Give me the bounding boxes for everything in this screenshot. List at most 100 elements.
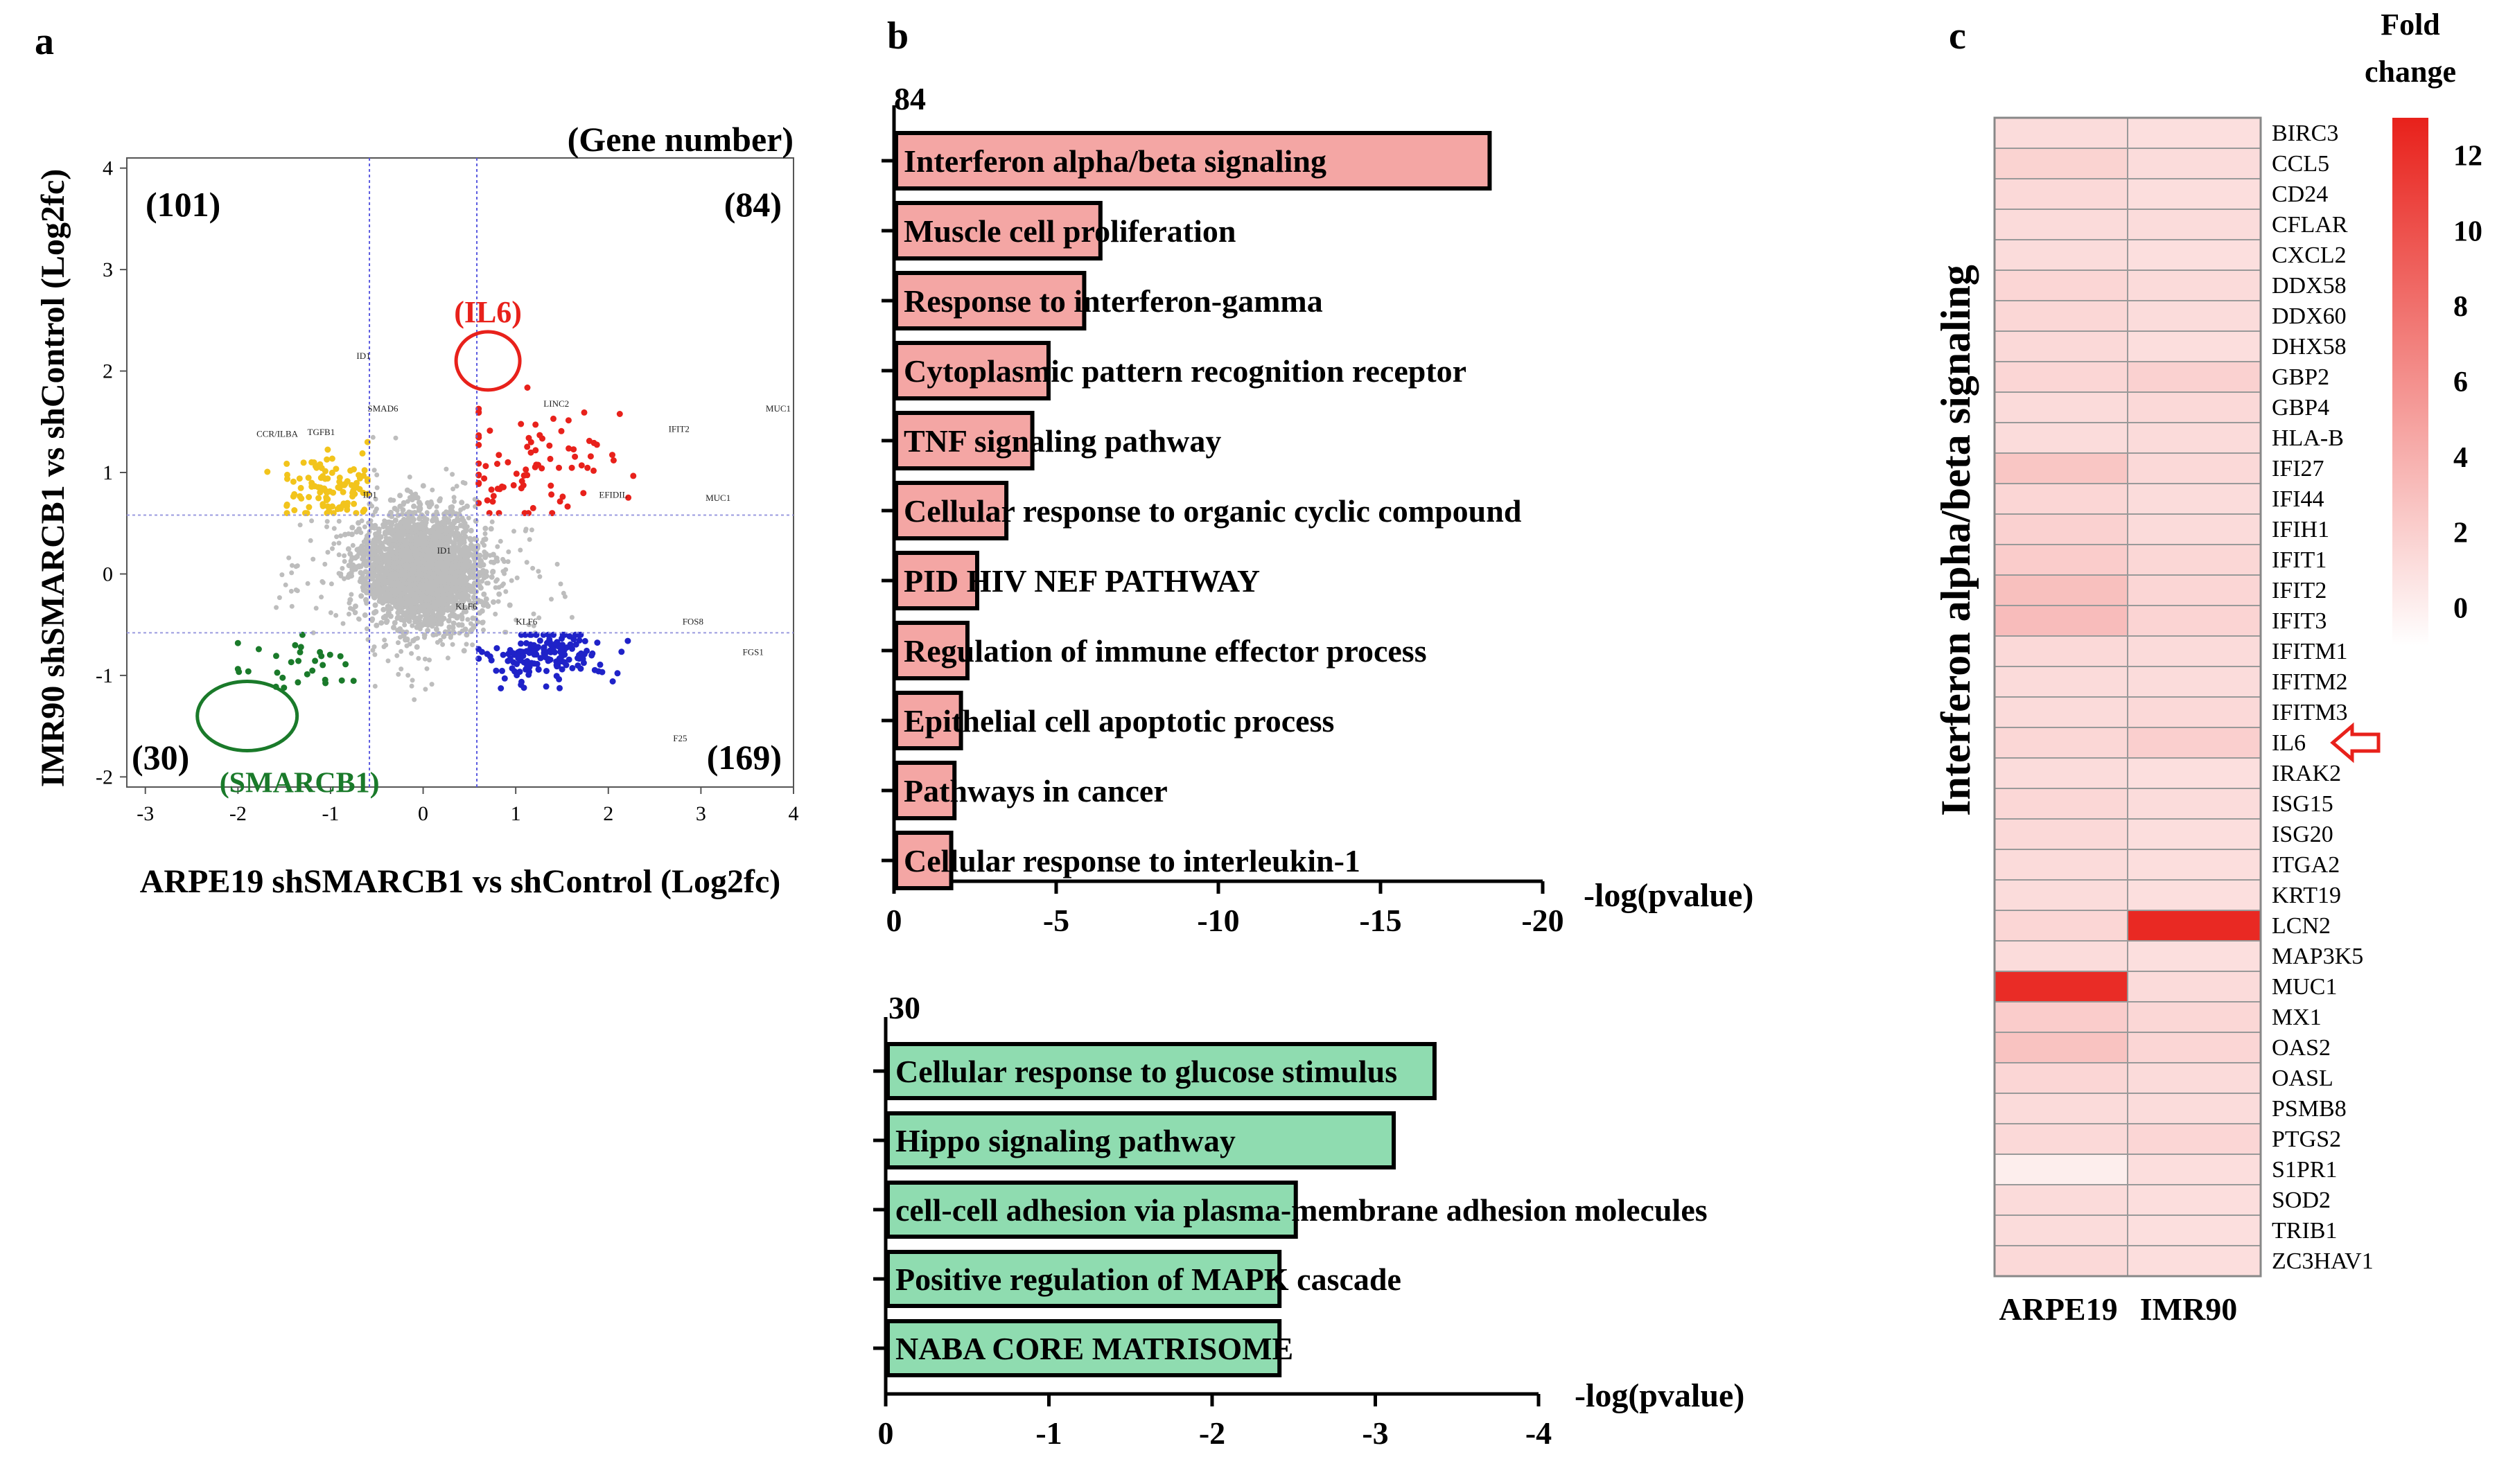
scatter-point-background [569,615,575,620]
scatter-point-background [394,573,399,578]
pathway-label: Hippo signaling pathway [895,1123,1236,1158]
il6-arrow-icon [2330,722,2381,763]
scatter-point-down-right [581,637,588,644]
scatter-point-background [453,547,457,552]
scatter-point-background [454,484,459,489]
heatmap-cell [1994,1184,2128,1216]
scatter-point-background [412,697,417,703]
scatter-point-down-left [309,667,316,674]
heatmap-row-label: DDX60 [2272,303,2347,329]
scatter-point-background [358,576,364,581]
scatter-point-background [430,571,436,576]
x-tick-label: 4 [789,802,799,825]
scatter-point-background [420,483,426,489]
colorbar-tick-label: 8 [2453,291,2468,323]
scatter-point-background [408,542,414,547]
x-tick-label: -10 [1197,903,1239,938]
heatmap-cell [2127,1123,2261,1155]
heatmap-row-label: IFITM3 [2272,700,2348,725]
heatmap-row-label: DHX58 [2272,334,2347,360]
heatmap-cell [1994,910,2128,942]
scatter-point-background [489,574,495,580]
scatter-point-background [462,520,468,526]
scatter-point-up-left [328,455,335,462]
colorbar-tick-label: 6 [2453,366,2468,398]
scatter-point-up-left [264,468,271,475]
colorbar-tick-label: 12 [2453,140,2482,172]
gene-label: MUC1 [766,403,791,414]
scatter-point-background [405,673,411,678]
scatter-point-background [394,508,400,513]
scatter-point-down-left [338,677,345,684]
scatter-point-background [336,552,342,558]
scatter-point-down-left [342,661,349,668]
scatter-point-up-left [291,507,298,513]
scatter-point-up-right [581,409,588,416]
scatter-point-background [349,556,355,562]
scatter-point-background [378,544,385,550]
scatter-point-up-left [300,459,307,466]
scatter-point-background [340,621,346,626]
scatter-point-background [495,544,500,549]
scatter-point-down-left [304,671,310,678]
scatter-point-background [363,560,369,565]
scatter-point-up-right [558,427,565,434]
scatter-point-background [452,499,457,504]
scatter-point-up-right [494,486,501,492]
scatter-point-down-right [567,641,574,648]
scatter-point-background [373,509,378,514]
heatmap-cell [2127,574,2261,606]
scatter-point-down-right [493,667,500,674]
scatter-point-background [369,504,375,509]
pathway-label: Epithelial cell apoptotic process [904,703,1334,739]
heatmap-row-label: ISG20 [2272,822,2333,847]
scatter-point-up-left [296,475,303,482]
gene-label: FOS8 [683,617,703,627]
scatter-point-background [365,626,369,632]
scatter-point-down-right [547,648,554,655]
scatter-point-background [371,468,377,473]
scatter-point-background [478,558,484,565]
scatter-point-down-right [530,642,537,648]
scatter-point-up-left [347,467,354,474]
x-tick-label: -20 [1521,903,1563,938]
scatter-point-up-left [298,495,305,502]
colorbar-tick-label: 2 [2453,518,2468,549]
y-tick-label: -2 [96,766,113,788]
scatter-point-background [473,536,479,542]
scatter-point-background [496,585,502,590]
scatter-point-background [461,648,467,654]
scatter-point-background [404,629,410,635]
scatter-point-background [484,551,489,556]
scatter-point-background [430,597,436,602]
scatter-point-background [417,507,422,513]
scatter-point-background [448,606,453,611]
scatter-point-background [373,609,379,615]
scatter-point-up-right [518,421,525,427]
smarcb1-highlight-label: (SMARCB1) [220,767,380,799]
scatter-point-background [358,570,363,576]
scatter-point-down-right [609,678,616,684]
scatter-point-background [289,570,295,576]
scatter-point-up-right [482,463,489,470]
scatter-point-up-left [336,475,343,481]
scatter-point-down-right [576,637,583,644]
scatter-point-background [490,569,496,575]
scatter-point-background [459,615,465,620]
smarcb1-highlight-circle [195,679,299,752]
scatter-point-down-right [545,657,552,664]
threshold-lines [127,158,794,787]
scatter-point-down-right [543,683,550,690]
heatmap-cell [1994,605,2128,637]
heatmap-cell [1994,1032,2128,1063]
scatter-point-background [374,545,379,550]
scatter-point-background [338,533,344,538]
scatter-point-background [448,506,453,512]
scatter-point-background [416,590,421,595]
scatter-point-background [430,536,436,541]
scatter-point-background [378,540,383,545]
downregulated-x-axis-label: -log(pvalue) [1575,1377,1744,1414]
scatter-point-background [488,526,494,532]
scatter-point-up-left [283,460,290,467]
scatter-point-background [524,560,529,565]
